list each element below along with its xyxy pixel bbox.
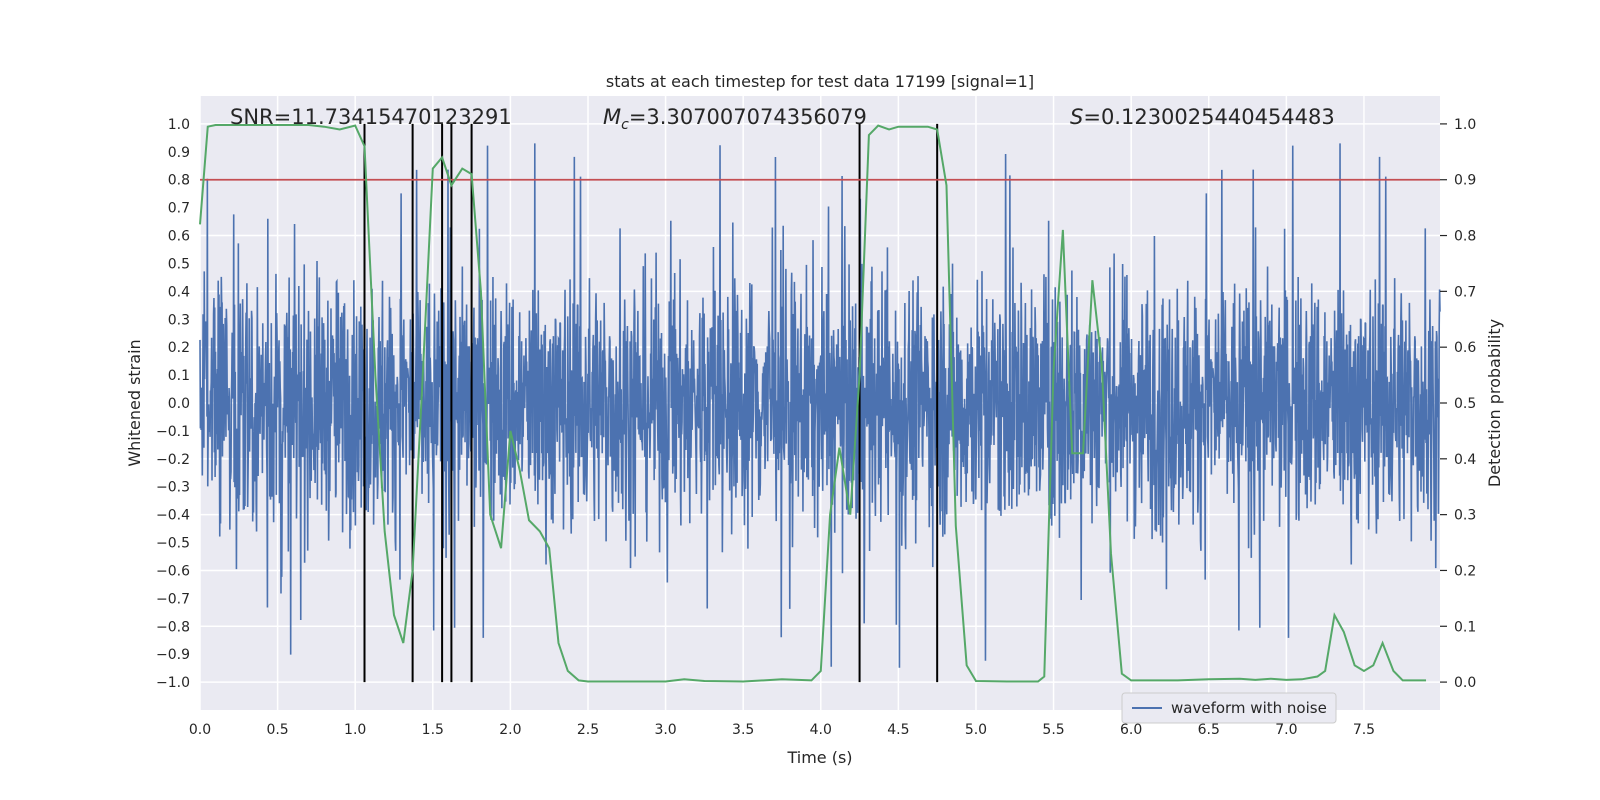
y-right-tick-label: 0.3 [1454,508,1476,524]
chirp-mass-symbol: M [603,105,621,129]
chart-title: stats at each timestep for test data 171… [606,72,1034,91]
x-tick-label: 7.0 [1275,722,1297,738]
x-tick-label: 3.0 [654,722,676,738]
y-left-tick-label: −0.3 [156,480,190,496]
y-right-tick-label: 0.0 [1454,675,1476,691]
y-left-tick-label: −0.9 [156,647,190,663]
x-tick-label: 6.5 [1198,722,1220,738]
x-tick-label: 4.5 [887,722,909,738]
y-axis-left-ticks: 1.0 0.9 0.8 0.7 0.6 0.5 0.4 0.3 0.2 0.1 0.0 −0.1 −0.… [156,117,190,691]
y-right-tick-label: 0.2 [1454,563,1476,579]
y-left-tick-label: −0.4 [156,508,190,524]
chirp-mass-value: =3.307007074356079 [629,105,867,129]
x-tick-label: 4.0 [810,722,832,738]
x-tick-label: 5.0 [965,722,987,738]
y-left-tick-label: −1.0 [156,675,190,691]
x-tick-label: 6.0 [1120,722,1142,738]
y-left-tick-label: −0.1 [156,424,190,440]
y-right-tick-label: 0.5 [1454,396,1476,412]
y-right-tick-label: 1.0 [1454,117,1476,133]
s-value: =0.1230025440454483 [1083,105,1334,129]
y-left-tick-label: 0.6 [168,229,190,245]
x-tick-label: 5.5 [1042,722,1064,738]
x-axis-label: Time (s) [786,748,852,767]
y-left-tick-label: 0.3 [168,312,190,328]
x-tick-label: 2.0 [499,722,521,738]
y-axis-right-label: Detection probability [1485,319,1504,487]
x-tick-label: 0.0 [189,722,211,738]
x-tick-label: 1.5 [422,722,444,738]
y-left-tick-label: −0.2 [156,452,190,468]
x-tick-label: 7.5 [1353,722,1375,738]
x-tick-label: 0.5 [266,722,288,738]
legend: waveform with noise [1121,692,1337,724]
y-right-tick-label: 0.6 [1454,340,1476,356]
y-left-tick-label: −0.6 [156,563,190,579]
legend-box [1121,692,1337,724]
y-axis-right-ticks: 1.0 0.9 0.8 0.7 0.6 0.5 0.4 0.3 0.2 0.1 0.0 [1440,117,1476,691]
chirp-mass-annotation: Mc=3.307007074356079 [603,105,867,133]
x-tick-label: 1.0 [344,722,366,738]
detection-probability-line [199,124,1427,683]
detection-probability-series [199,124,1427,683]
legend-entry-waveform: waveform with noise [1171,699,1327,717]
y-left-tick-label: 0.9 [168,145,190,161]
s-symbol: S [1070,105,1083,129]
y-right-tick-label: 0.7 [1454,284,1476,300]
y-left-tick-label: 0.7 [168,201,190,217]
waveform-line [199,143,1441,668]
s-annotation: S=0.1230025440454483 [1070,105,1335,129]
y-left-tick-label: 1.0 [168,117,190,133]
x-tick-label: 3.5 [732,722,754,738]
y-left-tick-label: −0.8 [156,619,190,635]
y-right-tick-label: 0.1 [1454,619,1476,635]
y-right-tick-label: 0.4 [1454,452,1476,468]
y-left-tick-label: 0.8 [168,173,190,189]
y-left-tick-label: 0.0 [168,396,190,412]
snr-annotation: SNR=11.73415470123291 [230,105,512,129]
y-left-tick-label: 0.4 [168,284,190,300]
event-markers [363,123,939,683]
y-left-tick-label: −0.7 [156,591,190,607]
waveform-series [199,143,1441,668]
x-tick-label: 2.5 [577,722,599,738]
x-axis-ticks: 0.0 0.5 1.0 1.5 2.0 2.5 3.0 3.5 4.0 4.5 5.0 5.5 6.0 6… [189,722,1375,738]
y-right-tick-label: 0.9 [1454,173,1476,189]
y-left-tick-label: −0.5 [156,536,190,552]
y-axis-left-label: Whitened strain [125,339,144,466]
chirp-mass-subscript: c [621,117,629,133]
y-left-tick-label: 0.5 [168,256,190,272]
y-left-tick-label: 0.2 [168,340,190,356]
y-left-tick-label: 0.1 [168,368,190,384]
y-right-tick-label: 0.8 [1454,229,1476,245]
